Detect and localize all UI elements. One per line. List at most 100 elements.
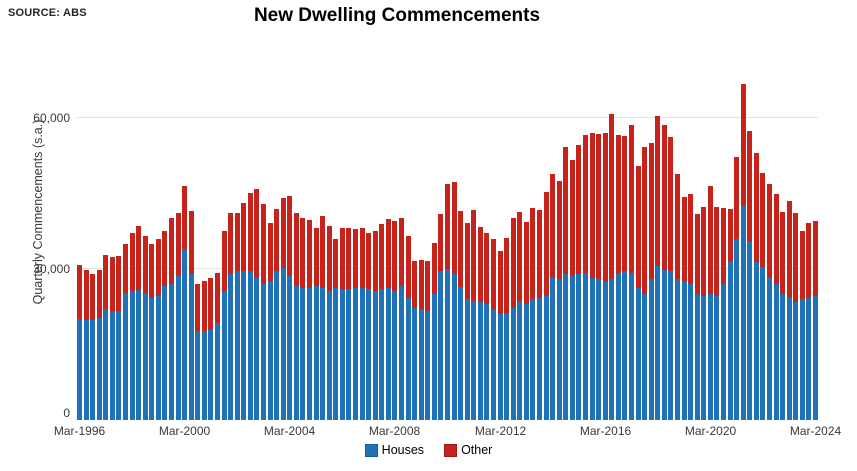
bar-other: [511, 217, 516, 308]
bar-houses: [714, 296, 719, 420]
bar-other: [149, 243, 154, 298]
bar-houses: [215, 322, 220, 420]
bar-other: [688, 193, 693, 285]
bar-houses: [281, 267, 286, 420]
bar-other: [498, 250, 503, 315]
bar-houses: [590, 277, 595, 420]
x-axis-tick-label: Mar-2016: [579, 424, 632, 438]
bar-other: [346, 228, 351, 290]
bar-houses: [360, 287, 365, 420]
bar-houses: [517, 301, 522, 420]
bar-houses: [774, 284, 779, 420]
bar-other: [386, 219, 391, 288]
bar-houses: [412, 307, 417, 420]
bar-houses: [182, 248, 187, 420]
bar-other: [774, 193, 779, 285]
bar-other: [84, 270, 89, 321]
bar-houses: [800, 299, 805, 420]
bar-houses: [793, 301, 798, 420]
bar-other: [491, 239, 496, 310]
bar-houses: [754, 261, 759, 420]
bar-houses: [747, 241, 752, 420]
bar-other: [406, 235, 411, 298]
bar-other: [576, 145, 581, 274]
bar-other: [445, 183, 450, 269]
bar-houses: [143, 292, 148, 420]
bar-other: [268, 222, 273, 282]
y-axis-title: Quarterly Commencements (s.a.): [31, 119, 45, 305]
bar-houses: [721, 284, 726, 420]
bar-houses: [695, 294, 700, 420]
bar-houses: [452, 274, 457, 420]
bar-houses: [471, 301, 476, 420]
bar-houses: [655, 266, 660, 420]
bar-houses: [90, 320, 95, 420]
bar-houses: [162, 286, 167, 420]
bar-other: [360, 227, 365, 288]
bar-houses: [327, 291, 332, 420]
bar-houses: [708, 294, 713, 420]
bar-houses: [156, 296, 161, 420]
bar-houses: [379, 289, 384, 420]
bar-houses: [438, 271, 443, 420]
bar-houses: [169, 284, 174, 420]
bar-other: [668, 137, 673, 271]
bar-other: [314, 227, 319, 287]
legend-item-other: Other: [444, 443, 492, 457]
bar-houses: [320, 287, 325, 420]
bar-houses: [478, 302, 483, 420]
bar-other: [806, 222, 811, 298]
bar-other: [287, 196, 292, 276]
y-axis-tick-label: 0: [63, 406, 70, 420]
bar-houses: [603, 281, 608, 420]
bar-other: [721, 207, 726, 285]
x-axis-tick-label: Mar-2004: [263, 424, 316, 438]
bar-houses: [813, 296, 818, 420]
bar-houses: [176, 276, 181, 420]
bar-other: [530, 208, 535, 300]
bar-other: [90, 274, 95, 321]
bar-other: [97, 270, 102, 318]
bar-other: [333, 239, 338, 288]
bar-houses: [636, 287, 641, 420]
bar-other: [649, 142, 654, 280]
bar-houses: [616, 272, 621, 420]
bar-houses: [294, 286, 299, 420]
x-axis-tick-label: Mar-2024: [789, 424, 842, 438]
bar-other: [504, 237, 509, 313]
bar-other: [195, 284, 200, 331]
bar-houses: [189, 274, 194, 420]
bar-other: [261, 204, 266, 285]
bar-houses: [741, 206, 746, 420]
bar-other: [629, 124, 634, 273]
bar-houses: [399, 286, 404, 420]
x-axis-tick-label: Mar-2008: [368, 424, 421, 438]
bar-other: [340, 228, 345, 290]
chart-title: New Dwelling Commencements: [253, 5, 541, 26]
bar-houses: [248, 271, 253, 420]
bar-houses: [649, 279, 654, 420]
bar-other: [767, 183, 772, 277]
bar-other: [471, 210, 476, 302]
bar-houses: [491, 309, 496, 420]
bar-other: [123, 243, 128, 293]
bar-other: [294, 212, 299, 287]
bar-other: [353, 229, 358, 288]
bar-houses: [314, 286, 319, 420]
bar-other: [524, 221, 529, 305]
legend-swatch-icon: [444, 443, 458, 457]
bar-houses: [458, 286, 463, 420]
bar-other: [695, 213, 700, 295]
bar-other: [741, 84, 746, 207]
bar-houses: [241, 271, 246, 420]
bar-houses: [77, 318, 82, 420]
y-axis-tick-label: 60,000: [33, 111, 70, 125]
bar-other: [708, 185, 713, 295]
bar-houses: [149, 297, 154, 420]
plot-area: [77, 81, 818, 420]
bar-other: [307, 220, 312, 288]
bar-houses: [419, 309, 424, 420]
bar-other: [787, 201, 792, 297]
bar-houses: [570, 275, 575, 420]
bar-other: [110, 257, 115, 311]
